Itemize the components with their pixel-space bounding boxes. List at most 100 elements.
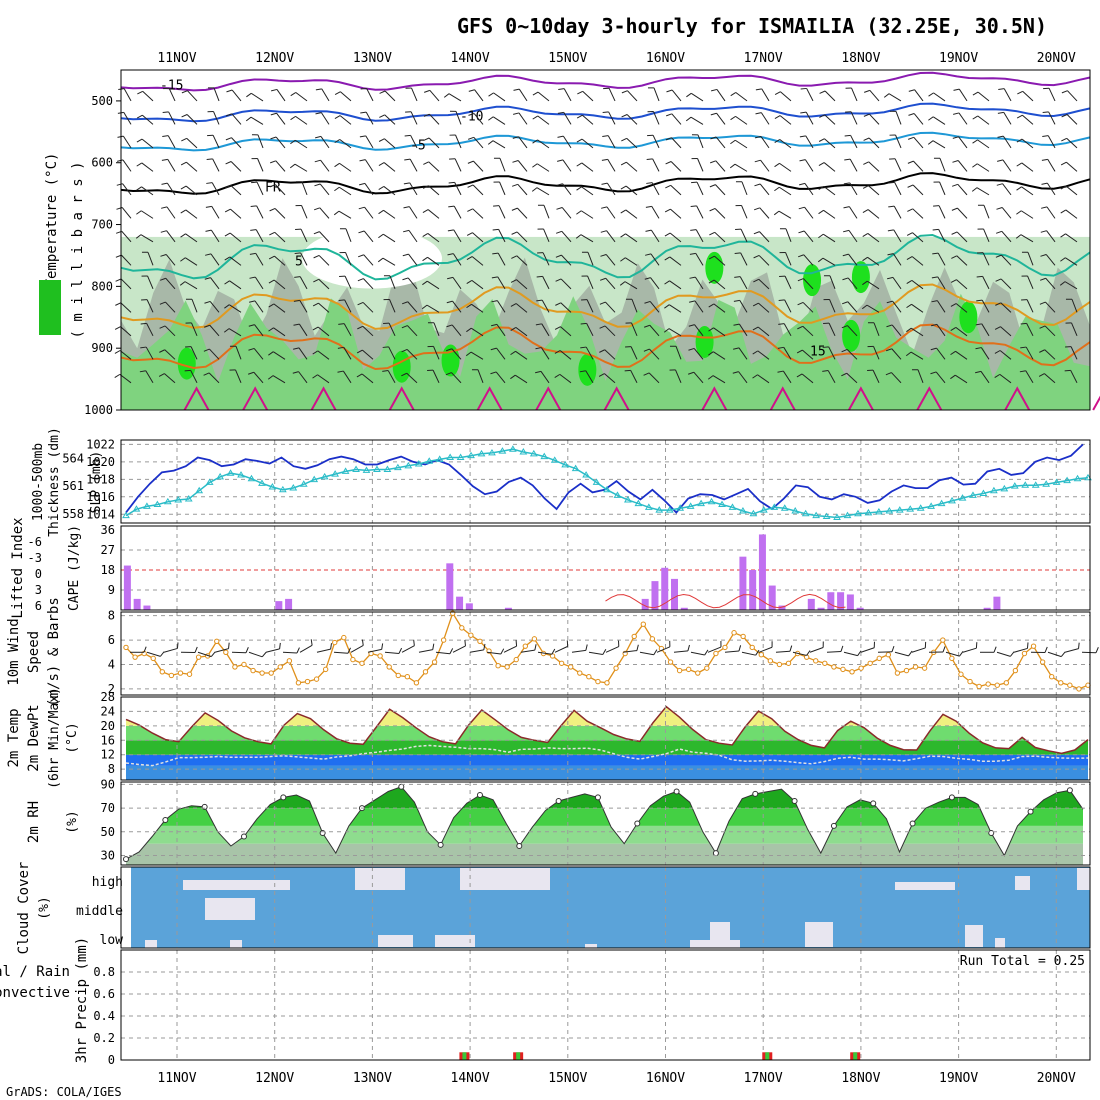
wind-barb xyxy=(488,116,494,121)
wind-barb xyxy=(122,135,132,149)
wind-barb xyxy=(360,87,367,90)
wind-barb xyxy=(797,325,803,330)
wind-barb xyxy=(409,158,418,172)
wind-barb xyxy=(136,210,142,215)
thickness-point xyxy=(770,503,779,510)
wind-barb xyxy=(666,89,673,93)
wind-barb xyxy=(206,182,213,184)
wind-barb-10m xyxy=(367,648,382,653)
wind-barb xyxy=(600,253,607,257)
wind-speed-point xyxy=(577,670,583,676)
thickness-point xyxy=(655,506,664,513)
wind-barb xyxy=(913,113,924,125)
wind-barb xyxy=(620,161,627,166)
wind-barb xyxy=(576,114,583,119)
wind-barb xyxy=(467,160,474,164)
wind-barb xyxy=(455,134,462,149)
wind-barb xyxy=(518,136,528,149)
wind-barb xyxy=(620,257,626,262)
wind-barb xyxy=(952,160,959,163)
wind-barb xyxy=(364,183,374,196)
wind-barb xyxy=(1039,349,1045,353)
wind-speed-point xyxy=(1039,659,1046,665)
wind-barb xyxy=(404,158,411,161)
wind-barb xyxy=(778,323,785,325)
wind-barb xyxy=(712,351,726,360)
y-tick-label: 50 xyxy=(101,825,115,839)
thickness-point xyxy=(561,460,570,468)
wind-barb xyxy=(122,159,132,172)
wind-barb xyxy=(477,369,484,383)
wind-barb xyxy=(315,88,322,91)
wind-barb xyxy=(802,349,814,360)
wind-barb xyxy=(159,349,165,353)
wind-barb xyxy=(995,302,1001,306)
wind-barb xyxy=(362,325,374,337)
cape-bar xyxy=(758,534,766,610)
rh-point xyxy=(594,794,601,801)
wind-barb xyxy=(1038,373,1045,377)
wind-barb xyxy=(208,372,220,384)
wind-barb xyxy=(818,209,824,215)
thickness-point xyxy=(488,448,496,456)
y-tick-label: 90 xyxy=(101,777,115,791)
wind-barb xyxy=(971,187,978,192)
wind-barb xyxy=(541,299,550,313)
wind-barb xyxy=(409,182,418,196)
wind-barb xyxy=(1039,277,1046,281)
wind-speed-point xyxy=(350,656,356,663)
wind-barb xyxy=(893,229,902,243)
wind-barb xyxy=(365,135,374,149)
wind-barb xyxy=(624,281,638,290)
wind-barb xyxy=(421,304,428,310)
wind-speed-point xyxy=(713,650,719,657)
wind-barb xyxy=(510,279,517,283)
wind-barb xyxy=(295,92,308,102)
wind-speed-point xyxy=(341,634,347,641)
wind-barb xyxy=(893,205,902,219)
wind-barb xyxy=(560,326,572,337)
wind-barb xyxy=(1066,161,1078,172)
wind-barb xyxy=(511,207,518,211)
wind-barb xyxy=(932,228,939,231)
wind-barb xyxy=(168,111,176,125)
wind-speed-point xyxy=(595,678,601,685)
wind-barb xyxy=(1071,322,1078,337)
wind-speed-point xyxy=(268,670,274,676)
wind-barb xyxy=(643,348,650,352)
wind-barb xyxy=(626,137,638,149)
wind-barb xyxy=(271,88,278,92)
wind-barb xyxy=(470,327,484,337)
wind-barb xyxy=(627,90,638,102)
wind-barb xyxy=(951,255,957,259)
wind-barb xyxy=(582,90,594,102)
wind-barb xyxy=(410,135,418,149)
wind-barb-10m xyxy=(639,651,654,656)
wind-barb-10m xyxy=(146,651,161,657)
wind-barb xyxy=(320,112,330,125)
wind-barb xyxy=(223,328,230,333)
wind-barb xyxy=(555,230,562,234)
upper-air-panel xyxy=(120,69,1091,411)
wind-barb xyxy=(754,159,761,163)
wind-barb xyxy=(1042,135,1049,137)
wind-barb xyxy=(803,254,814,266)
wind-barb xyxy=(862,233,869,238)
wind-barb xyxy=(994,373,1001,378)
wind-barb xyxy=(714,208,726,219)
wind-barb xyxy=(715,136,726,149)
rh-point xyxy=(516,843,523,850)
ylabel-millibars: ( m i l l i b a r s ) xyxy=(70,161,86,338)
wind-barb xyxy=(231,113,242,125)
wind-barb xyxy=(774,139,781,144)
wind-speed-point xyxy=(440,637,447,643)
wind-barb xyxy=(294,163,308,172)
wind-barb xyxy=(491,276,498,279)
wind-barb xyxy=(997,159,1004,162)
y-tick-label-slp: 1022 xyxy=(86,437,115,451)
wind-barb xyxy=(1060,233,1066,238)
wind-barb xyxy=(907,208,913,212)
wind-barb xyxy=(358,206,365,210)
wind-barb xyxy=(956,279,968,290)
wind-barb xyxy=(930,371,937,375)
